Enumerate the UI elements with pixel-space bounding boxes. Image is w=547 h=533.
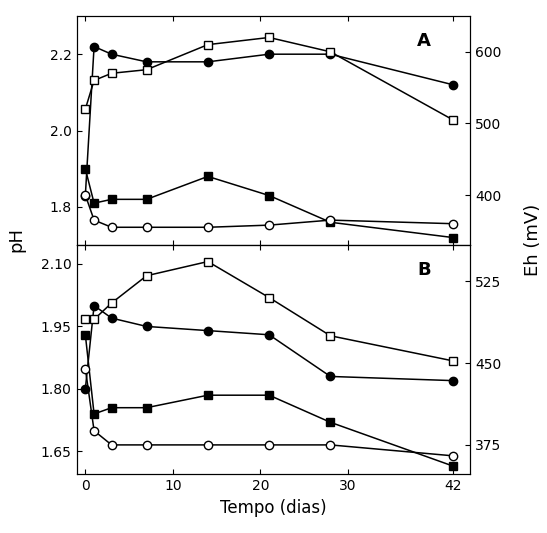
Text: pH: pH bbox=[8, 228, 25, 252]
Text: A: A bbox=[417, 32, 431, 50]
Text: B: B bbox=[417, 261, 431, 279]
Text: Eh (mV): Eh (mV) bbox=[525, 204, 542, 276]
X-axis label: Tempo (dias): Tempo (dias) bbox=[220, 499, 327, 517]
